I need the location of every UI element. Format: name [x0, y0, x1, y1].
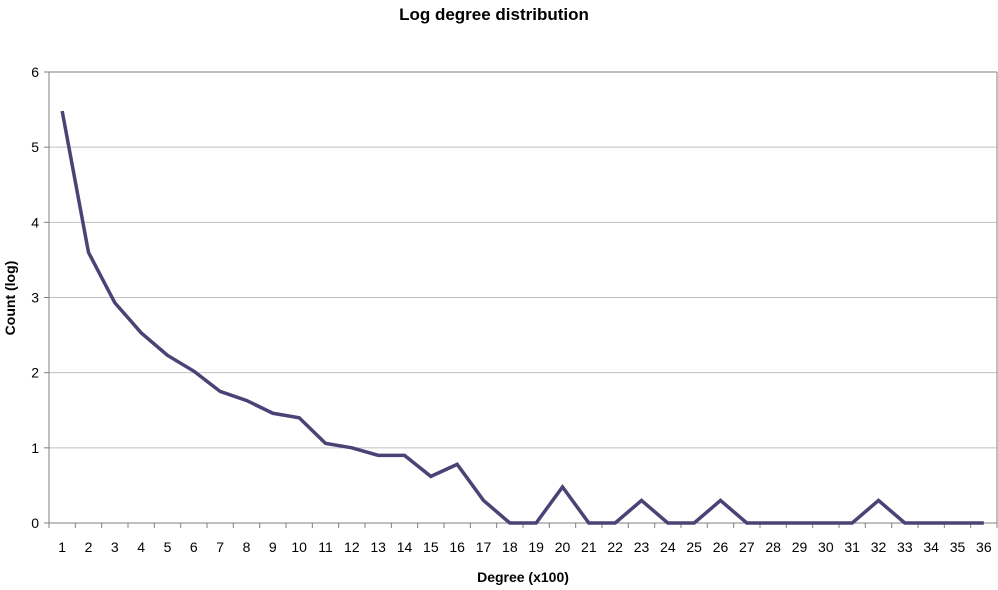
y-tick-label: 4: [31, 214, 39, 230]
x-tick-label: 12: [344, 539, 360, 555]
x-tick-label: 10: [291, 539, 307, 555]
y-axis-label: Count (log): [2, 261, 18, 336]
x-tick-label: 19: [528, 539, 544, 555]
y-tick-label: 3: [31, 290, 39, 306]
x-axis-label: Degree (x100): [477, 569, 569, 585]
x-tick-label: 21: [581, 539, 597, 555]
x-tick-label: 11: [318, 539, 333, 555]
x-tick-label: 8: [243, 539, 251, 555]
x-tick-label: 36: [976, 539, 992, 555]
y-tick-labels: 0 1 2 3 4 5 6: [31, 64, 39, 531]
gridlines: [49, 71, 997, 449]
series-line-0: [60, 110, 984, 525]
x-tick-label: 32: [871, 539, 887, 555]
x-tick-label: 16: [449, 539, 465, 555]
x-tick-label: 20: [555, 539, 571, 555]
y-tick-label: 0: [31, 515, 39, 531]
y-tick-label: 6: [31, 64, 39, 80]
x-tick-label: 28: [765, 539, 781, 555]
x-tick-label: 24: [660, 539, 676, 555]
x-tick-label: 7: [216, 539, 224, 555]
x-tick-label: 14: [397, 539, 413, 555]
x-tick-label: 23: [634, 539, 650, 555]
x-tick-label: 18: [502, 539, 518, 555]
x-tick-label: 29: [792, 539, 808, 555]
x-tick-label: 6: [190, 539, 198, 555]
x-tick-label: 17: [476, 539, 492, 555]
x-tick-label: 15: [423, 539, 439, 555]
x-tick-labels: 1 2 3 4 5 6 7 8 9 10 11 12 13 14 15 16 17 18 19 20 21 22 23 24 2…: [58, 539, 992, 555]
x-tick-label: 2: [85, 539, 93, 555]
x-tick-label: 4: [137, 539, 145, 555]
x-tick-label: 33: [897, 539, 913, 555]
series-layer: [60, 110, 984, 525]
x-tick-label: 34: [923, 539, 939, 555]
x-tick-label: 26: [713, 539, 729, 555]
chart-title: Log degree distribution: [399, 5, 589, 24]
x-tick-label: 1: [58, 539, 66, 555]
x-tick-label: 31: [844, 539, 860, 555]
y-tick-label: 2: [31, 365, 39, 381]
y-tick-label: 5: [31, 139, 39, 155]
x-tick-label: 35: [950, 539, 966, 555]
x-tick-label: 22: [607, 539, 623, 555]
x-tick-label: 27: [739, 539, 755, 555]
axes: [44, 71, 998, 528]
y-tick-label: 1: [31, 440, 39, 456]
x-tick-label: 3: [111, 539, 119, 555]
x-tick-label: 13: [370, 539, 386, 555]
x-tick-label: 30: [818, 539, 834, 555]
x-tick-label: 5: [164, 539, 172, 555]
x-tick-label: 9: [269, 539, 277, 555]
x-tick-label: 25: [686, 539, 702, 555]
